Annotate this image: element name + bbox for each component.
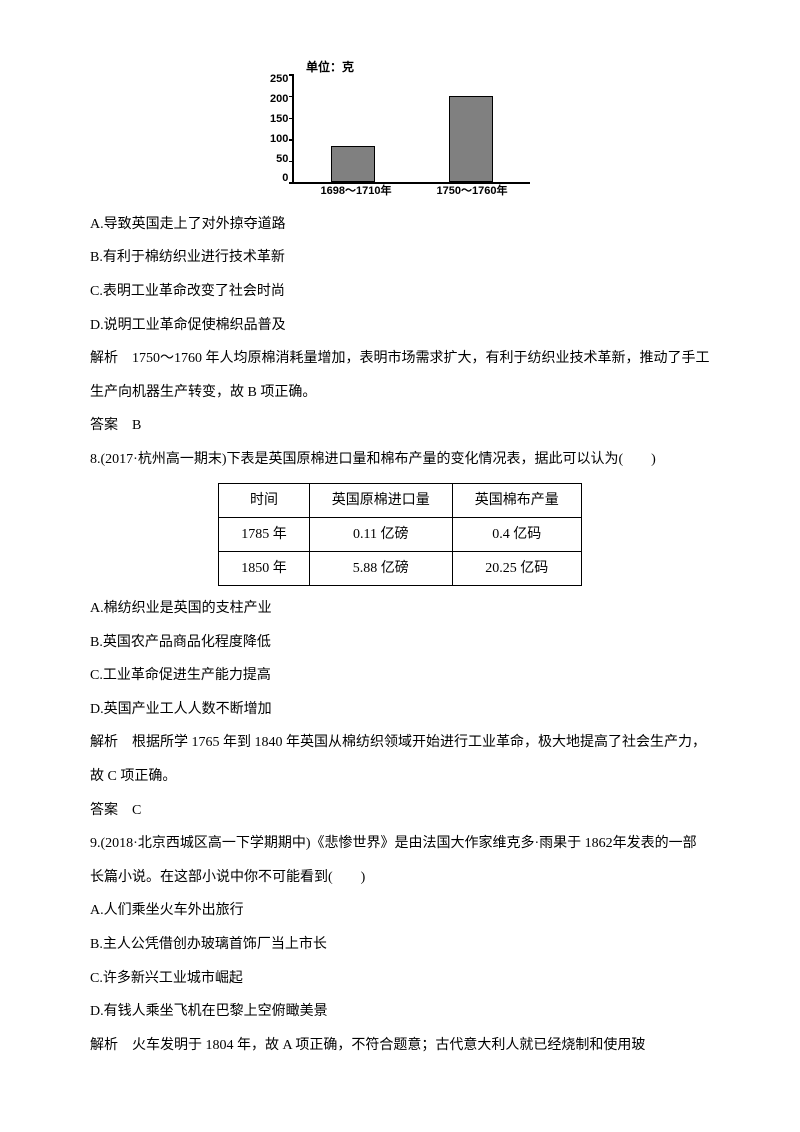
- option-b: B.英国农产品商品化程度降低: [90, 626, 710, 660]
- y-tick: 150: [270, 114, 288, 125]
- table-cell: 英国原棉进口量: [309, 483, 452, 517]
- option-b: B.主人公凭借创办玻璃首饰厂当上市长: [90, 928, 710, 962]
- y-tick-mark: [289, 74, 294, 76]
- answer: 答案 B: [90, 409, 710, 443]
- y-tick-mark: [289, 182, 294, 184]
- option-a: A.导致英国走上了对外掠夺道路: [90, 208, 710, 242]
- data-table-wrap: 时间 英国原棉进口量 英国棉布产量 1785 年 0.11 亿磅 0.4 亿码 …: [90, 483, 710, 587]
- explanation: 解析 1750～1760 年人均原棉消耗量增加，表明市场需求扩大，有利于纺织业技…: [90, 342, 710, 409]
- table-row: 1785 年 0.11 亿磅 0.4 亿码: [219, 517, 582, 551]
- y-tick: 100: [270, 134, 288, 145]
- y-tick: 250: [270, 74, 288, 85]
- y-axis: 250 200 150 100 50 0: [270, 74, 292, 184]
- table-cell: 20.25 亿码: [452, 551, 581, 585]
- option-a: A.人们乘坐火车外出旅行: [90, 894, 710, 928]
- x-label: 1750～1760年: [437, 184, 508, 199]
- table-row: 时间 英国原棉进口量 英国棉布产量: [219, 483, 582, 517]
- chart-unit-label: 单位：克: [306, 60, 530, 74]
- y-tick-mark: [289, 139, 294, 141]
- explanation: 解析 火车发明于 1804 年，故 A 项正确，不符合题意；古代意大利人就已经烧…: [90, 1029, 710, 1063]
- table-cell: 0.11 亿磅: [309, 517, 452, 551]
- question-stem: 8.(2017·杭州高一期末)下表是英国原棉进口量和棉布产量的变化情况表，据此可…: [90, 443, 710, 477]
- x-label: 1698～1710年: [321, 184, 392, 199]
- option-d: D.说明工业革命促使棉织品普及: [90, 309, 710, 343]
- option-c: C.工业革命促进生产能力提高: [90, 659, 710, 693]
- table-cell: 5.88 亿磅: [309, 551, 452, 585]
- table-cell: 时间: [219, 483, 310, 517]
- y-tick-mark: [289, 161, 294, 163]
- table-cell: 0.4 亿码: [452, 517, 581, 551]
- option-a: A.棉纺织业是英国的支柱产业: [90, 592, 710, 626]
- table-cell: 英国棉布产量: [452, 483, 581, 517]
- table-cell: 1850 年: [219, 551, 310, 585]
- table-row: 1850 年 5.88 亿磅 20.25 亿码: [219, 551, 582, 585]
- option-d: D.英国产业工人人数不断增加: [90, 693, 710, 727]
- y-tick-mark: [289, 118, 294, 120]
- y-tick: 200: [270, 94, 288, 105]
- bar: [331, 146, 375, 183]
- option-c: C.表明工业革命改变了社会时尚: [90, 275, 710, 309]
- chart-inner: 单位：克 250 200 150 100 50 0 1698～1710年 175…: [270, 60, 530, 200]
- option-d: D.有钱人乘坐飞机在巴黎上空俯瞰美景: [90, 995, 710, 1029]
- y-tick-mark: [289, 96, 294, 98]
- plot-area: [292, 74, 530, 184]
- explanation: 解析 根据所学 1765 年到 1840 年英国从棉纺织领域开始进行工业革命，极…: [90, 726, 710, 793]
- question-stem: 9.(2018·北京西城区高一下学期期中)《悲惨世界》是由法国大作家维克多·雨果…: [90, 827, 710, 894]
- option-c: C.许多新兴工业城市崛起: [90, 962, 710, 996]
- bar: [449, 96, 493, 182]
- option-b: B.有利于棉纺织业进行技术革新: [90, 241, 710, 275]
- answer: 答案 C: [90, 794, 710, 828]
- y-tick: 50: [276, 154, 288, 165]
- bar-chart: 单位：克 250 200 150 100 50 0 1698～1710年 175…: [90, 60, 710, 200]
- chart-body: 250 200 150 100 50 0: [270, 74, 530, 184]
- x-axis: 1698～1710年 1750～1760年: [298, 184, 530, 199]
- table-cell: 1785 年: [219, 517, 310, 551]
- page-content: 单位：克 250 200 150 100 50 0 1698～1710年 175…: [0, 0, 800, 1102]
- data-table: 时间 英国原棉进口量 英国棉布产量 1785 年 0.11 亿磅 0.4 亿码 …: [218, 483, 582, 587]
- y-tick: 0: [282, 173, 288, 184]
